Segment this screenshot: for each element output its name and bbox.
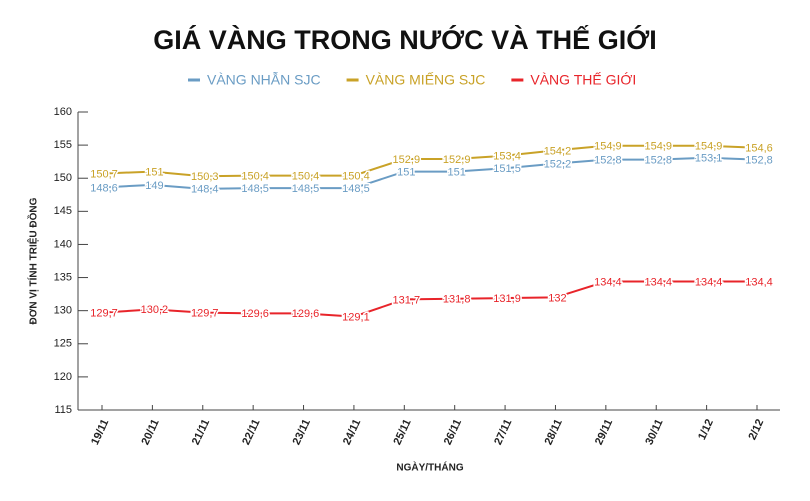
data-label: 131,8 bbox=[443, 294, 471, 306]
data-label: 151 bbox=[145, 167, 163, 179]
x-tick-label: 22/11 bbox=[240, 417, 262, 446]
y-tick-label: 140 bbox=[54, 238, 72, 250]
data-label: 148,6 bbox=[90, 182, 118, 194]
x-tick-label: 21/11 bbox=[190, 417, 212, 446]
data-label: 134,4 bbox=[594, 276, 622, 288]
data-label: 129,7 bbox=[191, 308, 219, 320]
data-label: 148,5 bbox=[292, 183, 320, 195]
x-tick-label: 1/12 bbox=[696, 417, 716, 441]
data-label: 134,4 bbox=[644, 276, 672, 288]
x-tick-label: 2/12 bbox=[746, 417, 766, 441]
data-label: 129,6 bbox=[241, 308, 269, 320]
y-tick-label: 145 bbox=[54, 205, 72, 217]
x-tick-label: 27/11 bbox=[492, 417, 514, 446]
data-label: 152,8 bbox=[594, 155, 622, 167]
data-label: 134,4 bbox=[695, 276, 723, 288]
data-label: 151 bbox=[448, 167, 466, 179]
y-tick-label: 120 bbox=[54, 371, 72, 383]
data-label: 151,5 bbox=[493, 163, 521, 175]
data-label: 148,4 bbox=[191, 184, 219, 196]
data-label: 150,4 bbox=[241, 170, 269, 182]
data-label: 149 bbox=[145, 180, 163, 192]
series-line bbox=[101, 280, 757, 318]
data-label: 152,8 bbox=[745, 155, 773, 167]
data-label: 130,2 bbox=[141, 304, 169, 316]
x-tick-label: 28/11 bbox=[543, 417, 565, 446]
y-tick-label: 150 bbox=[54, 172, 72, 184]
data-label: 152,8 bbox=[644, 155, 672, 167]
x-tick-label: 20/11 bbox=[139, 417, 161, 446]
data-label: 153,4 bbox=[493, 151, 521, 163]
x-tick-label: 19/11 bbox=[89, 417, 111, 446]
data-label: 131,9 bbox=[493, 293, 521, 305]
x-tick-label: 29/11 bbox=[593, 417, 615, 446]
series-line bbox=[101, 144, 758, 178]
x-axis-label: NGÀY/THÁNG bbox=[396, 461, 463, 474]
y-tick-label: 160 bbox=[54, 106, 72, 118]
data-label: 150,7 bbox=[90, 168, 118, 180]
y-tick-label: 135 bbox=[54, 271, 72, 283]
data-label: 154,6 bbox=[745, 143, 773, 155]
data-label: 154,9 bbox=[594, 141, 622, 153]
y-tick-label: 130 bbox=[54, 305, 72, 317]
y-tick-label: 155 bbox=[54, 139, 72, 151]
data-label: 152,9 bbox=[443, 154, 471, 166]
chart-title: GIÁ VÀNG TRONG NƯỚC VÀ THẾ GIỚI bbox=[153, 24, 656, 55]
data-label: 129,1 bbox=[342, 312, 370, 324]
data-label: 152,2 bbox=[544, 159, 572, 171]
x-tick-label: 24/11 bbox=[341, 417, 363, 446]
data-label: 129,7 bbox=[90, 308, 118, 320]
y-tick-label: 125 bbox=[54, 338, 72, 350]
data-label: 132 bbox=[548, 292, 566, 304]
x-tick-label: 30/11 bbox=[643, 417, 665, 446]
data-label: 150,3 bbox=[191, 171, 219, 183]
data-label: 134,4 bbox=[745, 276, 773, 288]
legend-label: VÀNG MIẾNG SJC bbox=[366, 72, 486, 88]
x-tick-label: 23/11 bbox=[291, 417, 313, 446]
y-axis-label: ĐƠN VỊ TÍNH TRIỆU ĐỒNG bbox=[27, 197, 40, 324]
data-label: 154,9 bbox=[644, 141, 672, 153]
data-label: 131,7 bbox=[393, 294, 421, 306]
data-label: 153,1 bbox=[695, 153, 723, 165]
x-tick-label: 25/11 bbox=[391, 417, 413, 446]
data-label: 148,5 bbox=[241, 183, 269, 195]
data-label: 148,5 bbox=[342, 183, 370, 195]
data-label: 151 bbox=[397, 167, 415, 179]
data-label: 150,4 bbox=[292, 170, 320, 182]
data-label: 154,2 bbox=[544, 145, 572, 157]
data-label: 150,4 bbox=[342, 170, 370, 182]
legend-label: VÀNG THẾ GIỚI bbox=[530, 72, 636, 88]
x-tick-label: 26/11 bbox=[442, 417, 464, 446]
data-label: 129,6 bbox=[292, 308, 320, 320]
data-label: 152,9 bbox=[393, 154, 421, 166]
y-tick-label: 115 bbox=[54, 404, 72, 416]
legend-label: VÀNG NHẪN SJC bbox=[207, 72, 321, 88]
data-label: 154,9 bbox=[695, 141, 723, 153]
series-line bbox=[101, 156, 758, 190]
